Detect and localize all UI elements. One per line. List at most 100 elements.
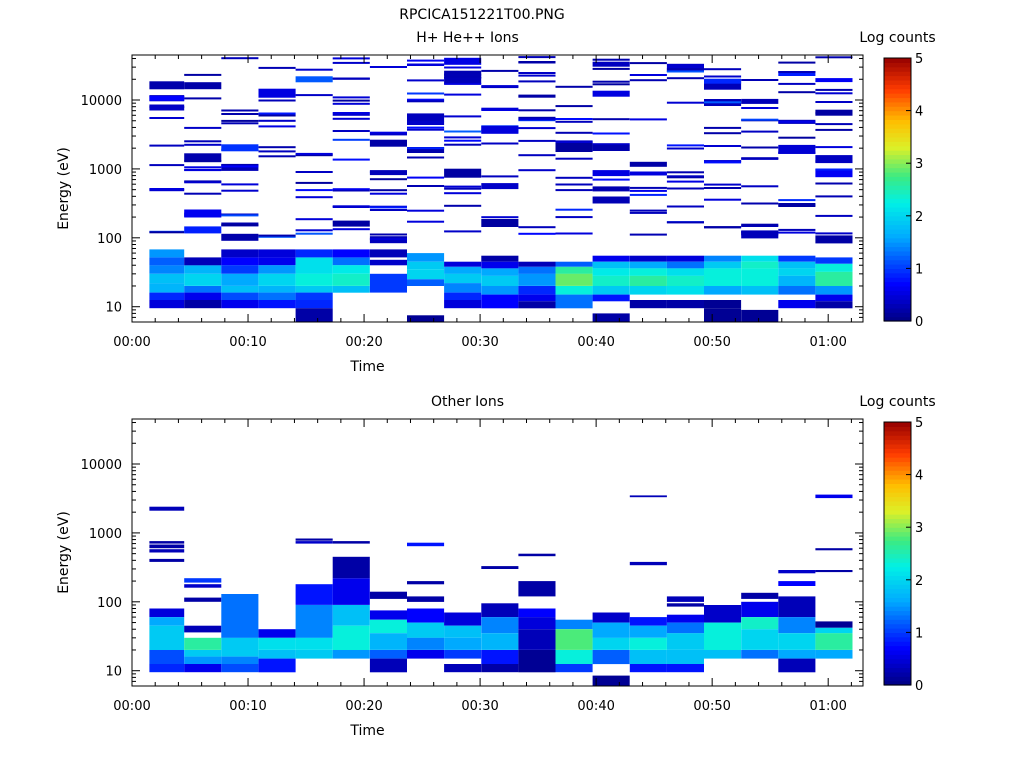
heatmap-cell [704,226,742,229]
heatmap-cell [295,76,333,83]
heatmap-cell [555,216,593,219]
heatmap-cell [332,61,370,64]
heatmap-cell [149,144,185,147]
colorbar-swatch [884,176,911,182]
heatmap-cell [704,198,742,201]
colorbar-swatch [884,553,911,559]
heatmap-cell [332,96,370,99]
heatmap-cell [184,257,222,266]
heatmap-cell [407,279,445,286]
colorbar-swatch [884,312,911,318]
heatmap-cell [778,286,816,295]
heatmap-cell [149,164,185,167]
heatmap-cell [704,650,742,659]
heatmap-cell [629,79,667,82]
heatmap-cell [407,100,445,103]
colorbar-swatch [884,264,911,269]
heatmap-cell [778,658,816,673]
heatmap-cell [149,650,185,665]
heatmap-cell [481,664,519,673]
heatmap-cell [258,286,296,293]
heatmap-cell [741,261,779,269]
heatmap-cell [778,581,816,586]
heatmap-cell [369,209,407,211]
x-tick-label: 00:20 [345,335,382,350]
colorbar-tick-label: 1 [915,262,923,277]
heatmap-cell [629,255,667,262]
colorbar-swatch [884,623,911,629]
colorbar-swatch [884,220,911,226]
heatmap-cell [407,79,445,82]
heatmap-cell [555,131,593,134]
heatmap-cell [369,170,407,176]
heatmap-cell [741,650,779,659]
colorbar-swatch [884,443,911,449]
heatmap-cell [518,127,556,130]
heatmap-cell [815,109,853,116]
heatmap-cell [666,187,704,190]
heatmap-cell [778,120,816,123]
heatmap-cell [704,160,742,163]
heatmap-cell [815,650,853,659]
heatmap-cell [481,633,519,650]
heatmap-cell [444,192,482,195]
heatmap-cell [741,107,779,109]
heatmap-cell [518,116,556,119]
colorbar-swatch [884,58,911,63]
heatmap-cell [407,121,445,125]
heatmap-cell [444,185,482,188]
heatmap-cell [184,126,222,129]
heatmap-cell [666,286,704,295]
heatmap-cell [592,90,630,97]
heatmap-cell [444,230,482,233]
y-tick-label: 1000 [89,527,122,542]
heatmap-cell [369,206,407,209]
colorbar-swatch [884,93,911,99]
heatmap-cell [332,99,370,102]
y-tick-label: 10000 [81,94,122,109]
heatmap-cell [592,622,630,638]
heatmap-cell [444,664,482,673]
heatmap-cell [221,214,259,217]
colorbar-swatch [884,281,911,287]
heatmap-cell [815,92,853,95]
heatmap-cell [481,175,519,178]
heatmap-cell [444,168,482,178]
colorbar-swatch [884,452,911,458]
heatmap-cell [221,286,259,293]
colorbar-swatch [884,597,911,603]
heatmap-cell [332,249,370,258]
heatmap-cell [258,99,296,102]
heatmap-cell [778,596,816,618]
colorbar-frame [883,57,912,322]
heatmap-cell [555,273,593,286]
heatmap-cell [555,105,593,108]
colorbar-tick-label: 3 [915,157,923,172]
heatmap-cell [295,637,333,650]
heatmap-cell [629,74,667,76]
colorbar-swatch [884,426,911,432]
heatmap-cell [184,153,222,162]
heatmap-cell [741,225,779,227]
heatmap-cell [149,265,185,274]
heatmap-cell [407,637,445,650]
colorbar-label: Log counts [859,30,935,46]
colorbar-swatch [884,492,911,498]
heatmap-cell [184,300,222,309]
colorbar-swatch [884,272,911,278]
heatmap-cell [221,594,259,638]
heatmap-cell [221,249,259,258]
heatmap-cell [741,146,779,149]
heatmap-cell [407,261,445,270]
colorbar-swatch [884,79,911,85]
heatmap-cell [332,265,370,274]
heatmap-cell [592,118,630,121]
heatmap-cell [778,255,816,262]
heatmap-cell [518,273,556,286]
heatmap-cell [481,142,519,145]
colorbar-swatch [884,654,911,660]
heatmap-cell [518,266,556,274]
colorbar-swatch [884,435,911,441]
heatmap-cell [778,300,816,309]
heatmap-cell [518,139,556,142]
